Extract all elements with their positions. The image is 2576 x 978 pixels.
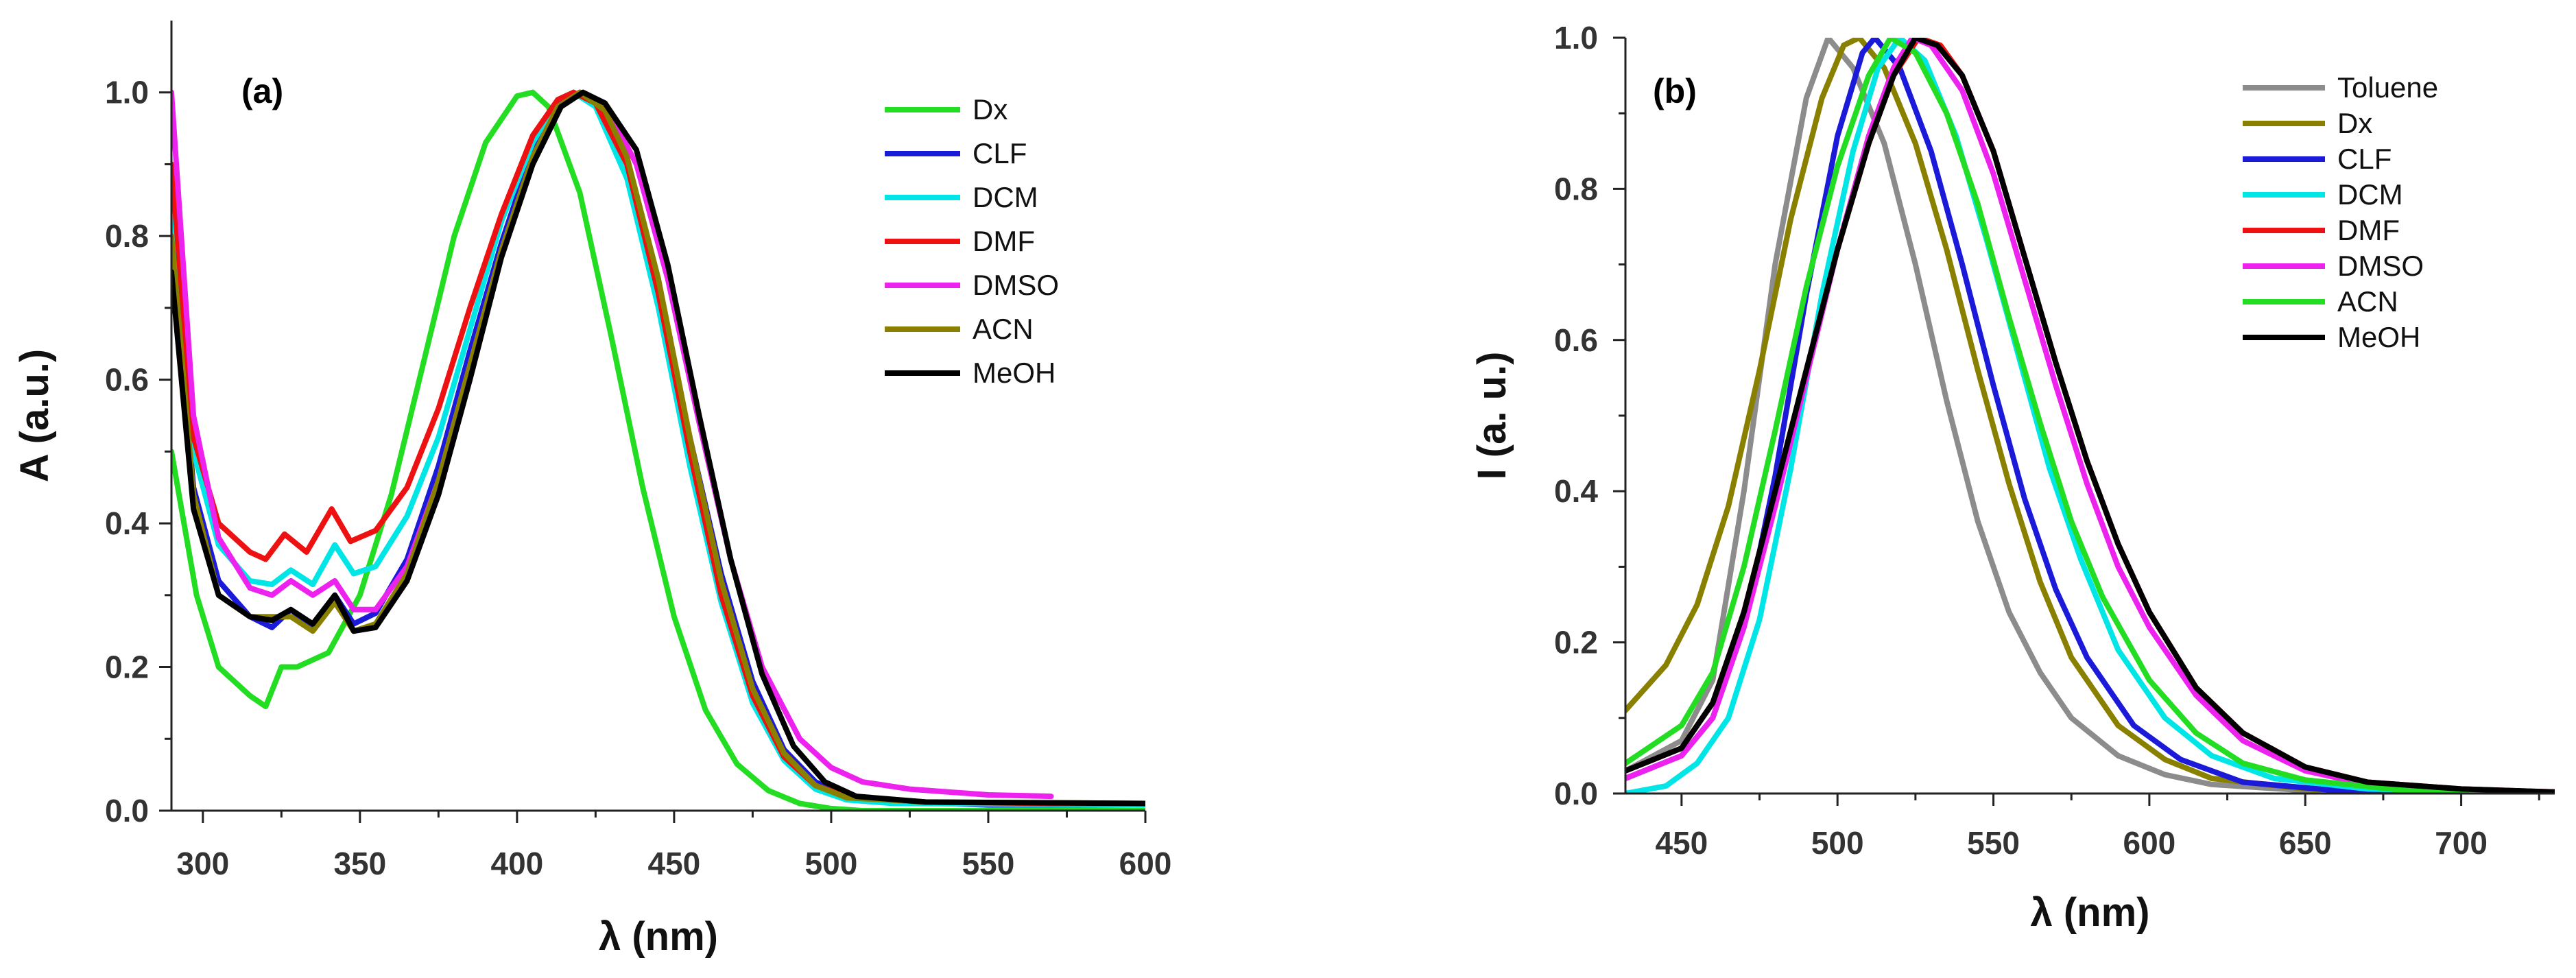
y-tick-label: 1.0 (1554, 20, 1598, 56)
y-tick-label: 0.0 (1554, 776, 1598, 811)
x-tick-label: 600 (1119, 846, 1172, 881)
legend-label: Dx (2337, 107, 2372, 139)
x-tick-label: 550 (1967, 825, 2020, 861)
y-tick-label: 0.2 (105, 649, 149, 685)
x-tick-label: 300 (176, 846, 229, 881)
series-line-meoh (1625, 38, 2555, 794)
x-tick-label: 650 (2279, 825, 2332, 861)
series-line-dx (1625, 38, 2555, 794)
legend: Dx CLF DCM DMF DMSO ACN MeOH (885, 93, 1059, 389)
y-tick-label: 0.2 (1554, 625, 1598, 660)
x-axis-title: λ (nm) (2031, 890, 2150, 935)
legend-label: DCM (2337, 178, 2403, 211)
y-tick-label: 0.4 (1554, 473, 1598, 509)
legend-label: CLF (973, 137, 1027, 169)
legend-label: MeOH (973, 357, 1056, 389)
y-tick-label: 0.4 (105, 505, 149, 541)
x-tick-label: 500 (1811, 825, 1864, 861)
series-line-dmf (1625, 38, 2555, 794)
x-tick-label: 400 (490, 846, 543, 881)
legend-label: DMF (973, 225, 1035, 257)
x-axis-title: λ (nm) (599, 914, 718, 959)
series-line-meoh (171, 89, 1145, 807)
x-tick-label: 550 (962, 846, 1015, 881)
legend-label: ACN (973, 313, 1034, 345)
legend-label: CLF (2337, 143, 2392, 175)
series-line-dmso (1625, 38, 2555, 794)
panel-label: (a) (241, 72, 283, 110)
chart-panel-a: 300 350 400 450 500 550 600 0.0 0.2 0.4 0.6 0.8 1.0 λ… (12, 21, 1171, 959)
x-tick-label: 500 (805, 846, 858, 881)
panel-label: (b) (1653, 72, 1697, 110)
y-tick-label: 0.8 (1554, 171, 1598, 206)
y-tick-label: 0.0 (105, 793, 149, 828)
legend-label: ACN (2337, 285, 2398, 318)
y-tick-label: 0.6 (105, 362, 149, 398)
x-tick-label: 450 (1655, 825, 1708, 861)
chart-panel-b: 450 500 550 600 650 700 0.0 0.2 0.4 0.6 0.8 1.0 λ (n… (1470, 20, 2555, 935)
legend-label: Dx (973, 93, 1007, 126)
x-tick-label: 700 (2435, 825, 2488, 861)
legend-label: DMSO (973, 269, 1059, 301)
y-tick-label: 1.0 (105, 75, 149, 110)
legend-label: MeOH (2337, 321, 2420, 353)
legend-label: DMF (2337, 214, 2400, 246)
series-line-toluene (1625, 38, 2555, 794)
legend-label: DMSO (2337, 250, 2424, 282)
legend-label: Toluene (2337, 71, 2438, 104)
series-line-dx (171, 89, 1145, 811)
legend-label: DCM (973, 181, 1038, 213)
x-tick-label: 600 (2123, 825, 2176, 861)
series-line-acn (1625, 38, 2555, 794)
y-tick-label: 0.6 (1554, 322, 1598, 358)
y-axis-title: I (a. u.) (1470, 352, 1514, 480)
x-tick-label: 350 (333, 846, 386, 881)
x-tick-label: 450 (648, 846, 701, 881)
y-axis-title: A (a.u.) (12, 349, 57, 482)
y-tick-label: 0.8 (105, 218, 149, 254)
